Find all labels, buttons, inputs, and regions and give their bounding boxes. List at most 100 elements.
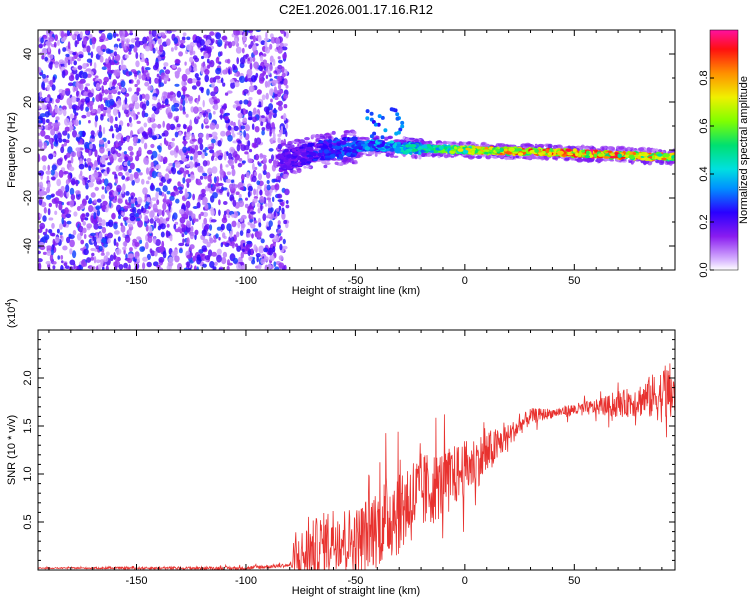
heatmap-cell — [229, 78, 235, 84]
heatmap-cell — [264, 40, 268, 48]
heatmap-cell — [331, 130, 336, 135]
heatmap-cell — [442, 140, 447, 146]
heatmap-cell — [85, 148, 90, 153]
heatmap-cell — [211, 138, 216, 144]
heatmap-cell — [145, 180, 150, 185]
heatmap-cell — [262, 213, 267, 222]
heatmap-cell — [49, 106, 53, 114]
heatmap-cell — [273, 211, 277, 217]
heatmap-cell — [94, 115, 99, 122]
heatmap-cell — [109, 254, 114, 262]
heatmap-cell — [240, 251, 244, 259]
heatmap-cell — [93, 212, 97, 220]
heatmap-cell — [181, 36, 186, 41]
heatmap-cell — [83, 234, 87, 239]
heatmap-cell — [38, 250, 41, 255]
heatmap-cell — [227, 134, 233, 142]
heatmap-cell — [601, 147, 605, 151]
heatmap-cell — [61, 260, 64, 264]
heatmap-cell — [581, 150, 586, 153]
heatmap-cell — [266, 180, 270, 184]
heatmap-cell — [57, 107, 63, 116]
heatmap-cell — [174, 221, 179, 225]
heatmap-cell — [223, 103, 227, 111]
heatmap-cell — [228, 159, 234, 167]
heatmap-cell — [256, 180, 261, 186]
heatmap-cell — [202, 201, 206, 206]
heatmap-cell — [215, 32, 222, 40]
heatmap-cell — [39, 181, 44, 190]
heatmap-cell — [193, 152, 199, 159]
heatmap-cell — [223, 210, 227, 215]
heatmap-cell — [200, 66, 204, 75]
heatmap-cell — [236, 132, 243, 136]
heatmap-cell — [53, 41, 57, 48]
heatmap-cell — [53, 122, 59, 128]
heatmap-cell — [212, 266, 217, 270]
heatmap-cell — [117, 198, 123, 204]
heatmap-cell — [92, 235, 95, 242]
heatmap-cell — [144, 193, 148, 202]
heatmap-cell — [278, 83, 282, 90]
heatmap-cell — [278, 255, 284, 261]
heatmap-cell — [263, 37, 270, 41]
heatmap-cell — [101, 238, 107, 244]
heatmap-cell — [190, 156, 193, 161]
heatmap-cell — [170, 142, 175, 148]
heatmap-cell — [268, 220, 273, 228]
heatmap-cell — [45, 119, 50, 123]
heatmap-cell — [67, 82, 74, 87]
heatmap-cell — [49, 97, 53, 102]
heatmap-cell — [84, 158, 87, 162]
heatmap-cell — [243, 130, 247, 138]
heatmap-cell — [255, 137, 262, 145]
heatmap-cell — [91, 217, 97, 225]
heatmap-cell — [248, 85, 255, 93]
heatmap-cell — [128, 51, 132, 55]
heatmap-cell — [93, 199, 98, 204]
heatmap-cell — [200, 211, 204, 216]
heatmap-cell — [181, 73, 188, 82]
heatmap-cell — [81, 114, 87, 119]
heatmap-cell — [243, 99, 249, 105]
heatmap-cell — [151, 117, 155, 123]
heatmap-cell — [63, 171, 69, 175]
heatmap-cell — [220, 113, 223, 120]
heatmap-cell — [114, 173, 118, 179]
heatmap-cell — [45, 228, 48, 233]
heatmap-cell — [204, 117, 209, 123]
heatmap-marks — [38, 30, 675, 270]
heatmap-cell — [251, 123, 255, 130]
heatmap-cell — [120, 225, 126, 233]
heatmap-cell — [121, 104, 125, 111]
heatmap-cell — [236, 57, 239, 65]
heatmap-cell — [178, 189, 183, 194]
heatmap-cell — [49, 254, 54, 262]
heatmap-cell — [296, 168, 302, 174]
heatmap-cell — [198, 133, 204, 139]
heatmap-cell — [207, 167, 213, 175]
heatmap-cell — [238, 193, 242, 199]
heatmap-cell — [101, 219, 106, 227]
heatmap-cell — [114, 46, 118, 51]
heatmap-cell — [206, 241, 211, 248]
heatmap-cell — [232, 63, 236, 71]
heatmap-cell — [285, 31, 289, 39]
heatmap-cell — [184, 61, 187, 66]
heatmap-cell — [108, 154, 114, 161]
heatmap-cell — [122, 241, 128, 247]
heatmap-cell — [106, 107, 112, 115]
heatmap-cell — [198, 195, 201, 200]
heatmap-cell — [43, 43, 46, 47]
heatmap-cell — [244, 203, 249, 209]
heatmap-cell — [243, 145, 250, 151]
heatmap-cell — [65, 213, 72, 219]
heatmap-cell — [267, 263, 272, 270]
heatmap-cell — [183, 81, 187, 86]
heatmap-cell — [214, 182, 220, 187]
heatmap-cell — [219, 188, 223, 194]
heatmap-cell — [224, 92, 229, 96]
heatmap-cell — [242, 117, 248, 124]
heatmap-cell — [211, 82, 216, 89]
heatmap-cell — [147, 127, 153, 134]
